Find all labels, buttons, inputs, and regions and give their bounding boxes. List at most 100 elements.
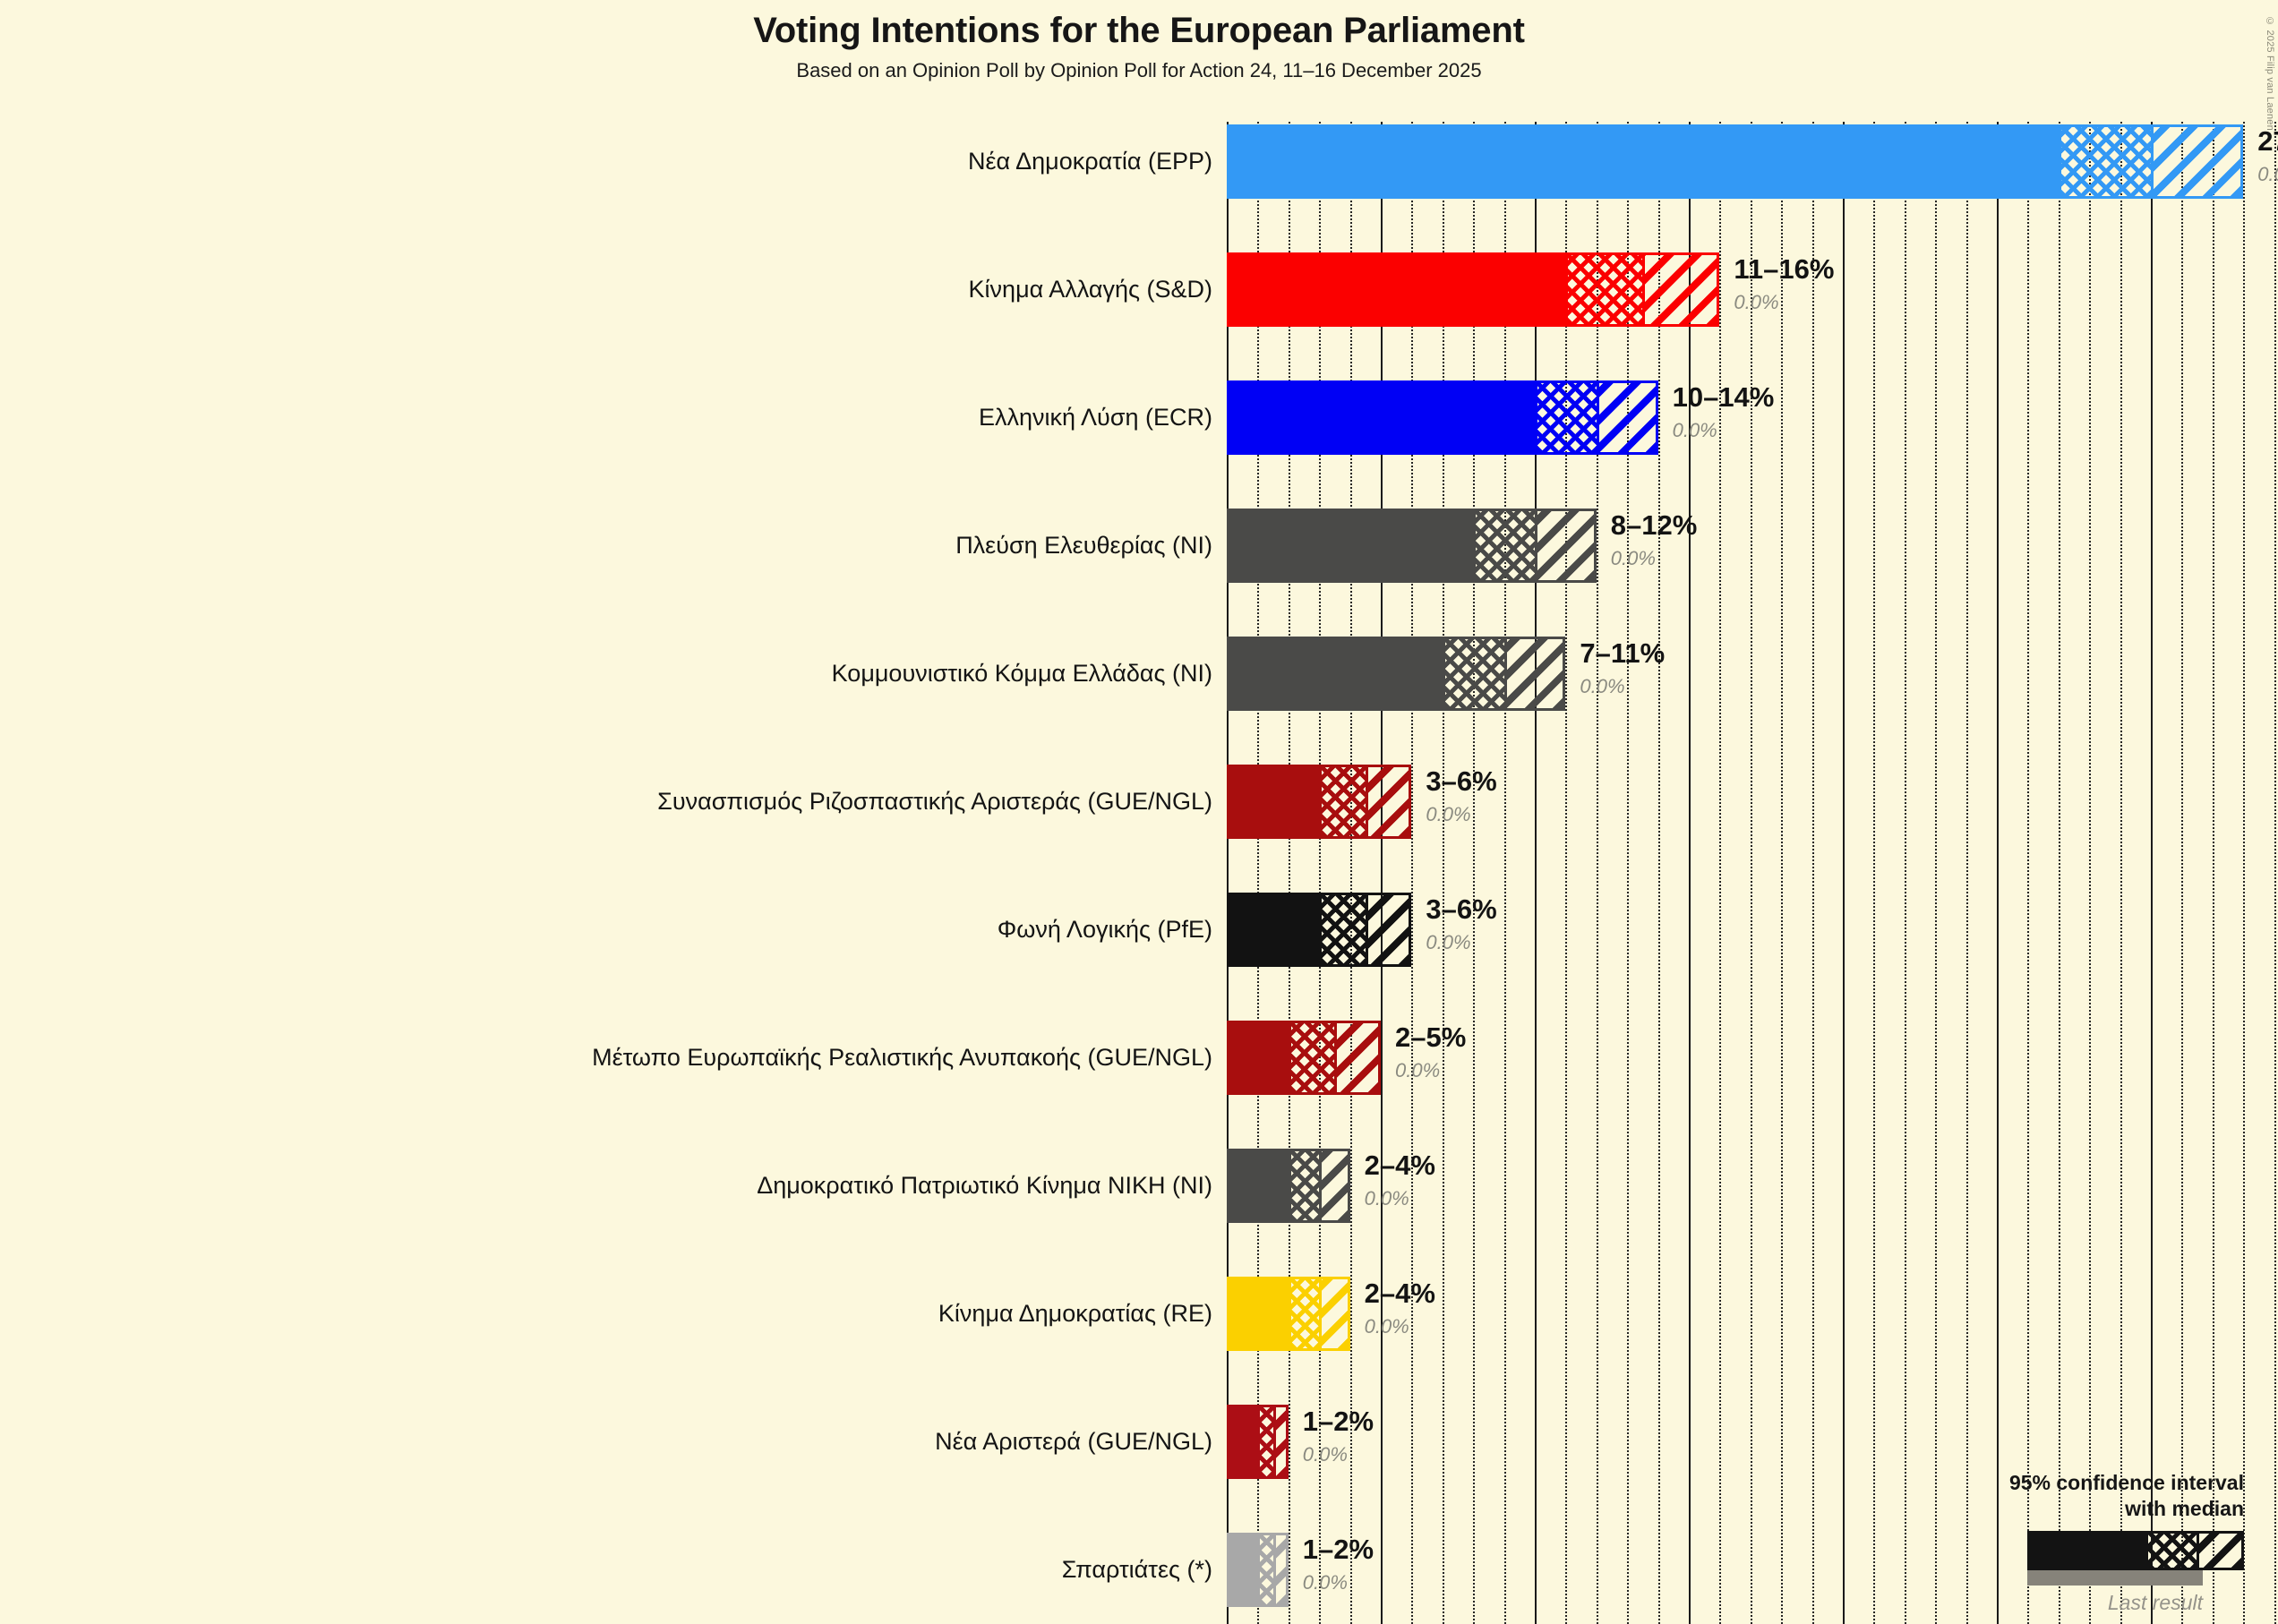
- value-label-group: 1–2% 0.0%: [1303, 1402, 1374, 1468]
- bar-segment-solid: [1229, 127, 2061, 196]
- bar-segment-crosshatch: [1568, 255, 1646, 324]
- chart-subtitle: Based on an Opinion Poll by Opinion Poll…: [796, 58, 1482, 81]
- gridline-minor-33: [2243, 122, 2246, 1624]
- gridline-minor-22: [1904, 122, 1906, 1624]
- last-result-value: 0.0%: [1426, 803, 1471, 825]
- legend-interval-bar: [2027, 1531, 2244, 1570]
- gridline-minor-27: [2058, 122, 2060, 1624]
- value-range: 2–4%: [1364, 1278, 1435, 1309]
- bar-segment-diagonal: [1537, 511, 1594, 580]
- bar-segment-crosshatch: [1290, 1151, 1323, 1220]
- confidence-interval-bar: [1227, 1021, 1381, 1095]
- value-label-group: 8–12% 0.0%: [1611, 506, 1698, 572]
- party-label: Μέτωπο Ευρωπαϊκής Ρεαλιστικής Ανυπακοής …: [592, 1044, 1212, 1071]
- confidence-interval-bar: [1227, 893, 1412, 967]
- legend-segment-diagonal: [2198, 1534, 2241, 1568]
- bar-segment-solid: [1229, 767, 1323, 836]
- bar-segment-solid: [1229, 1407, 1261, 1476]
- gridline-minor-2: [1288, 122, 1290, 1624]
- value-range: 27–33%: [2257, 125, 2278, 157]
- gridline-minor-11: [1565, 122, 1568, 1624]
- last-result-value: 0.0%: [1364, 1187, 1409, 1209]
- bar-row: Συνασπισμός Ριζοσπαστικής Αριστεράς (GUE…: [0, 765, 2278, 839]
- value-label-group: 7–11% 0.0%: [1580, 634, 1665, 700]
- value-label-group: 3–6% 0.0%: [1426, 890, 1496, 956]
- party-label: Κομμουνιστικό Κόμμα Ελλάδας (NI): [831, 660, 1212, 687]
- page-title: Voting Intentions for the European Parli…: [753, 11, 1525, 50]
- gridline-minor-9: [1503, 122, 1506, 1624]
- confidence-interval-bar: [1227, 637, 1566, 711]
- legend-last-result-label: Last result: [2107, 1591, 2203, 1614]
- last-result-value: 0.0%: [1734, 291, 1779, 313]
- bar-segment-solid: [1229, 1535, 1261, 1604]
- bar-segment-diagonal: [1645, 255, 1717, 324]
- legend-segment-crosshatch: [2148, 1534, 2199, 1568]
- value-label-group: 1–2% 0.0%: [1303, 1530, 1374, 1596]
- confidence-interval-bar: [1227, 509, 1597, 583]
- bar-row: Πλεύση Ελευθερίας (NI) 8–12% 0.0%: [0, 509, 2278, 583]
- gridline-minor-34: [2274, 122, 2276, 1624]
- gridline-major-15: [1689, 122, 1691, 1624]
- party-label: Κίνημα Αλλαγής (S&D): [968, 276, 1212, 303]
- last-result-value: 0.0%: [1426, 931, 1471, 953]
- bar-segment-solid: [1229, 511, 1477, 580]
- gridline-minor-32: [2212, 122, 2214, 1624]
- bar-segment-solid: [1229, 255, 1569, 324]
- legend-title: 95% confidence interval with median: [1859, 1470, 2244, 1522]
- confidence-interval-bar: [1227, 1149, 1350, 1223]
- bar-segment-diagonal: [1506, 639, 1563, 708]
- value-range: 7–11%: [1580, 637, 1666, 669]
- confidence-interval-bar: [1227, 252, 1720, 327]
- bar-segment-diagonal: [1367, 767, 1409, 836]
- bar-segment-crosshatch: [1290, 1279, 1323, 1348]
- bar-row: Κίνημα Αλλαγής (S&D) 11–16% 0.0%: [0, 252, 2278, 327]
- bar-segment-crosshatch: [1260, 1535, 1276, 1604]
- gridline-minor-1: [1257, 122, 1260, 1624]
- gridline-major-0: [1227, 122, 1229, 1624]
- bar-row: Μέτωπο Ευρωπαϊκής Ρεαλιστικής Ανυπακοής …: [0, 1021, 2278, 1095]
- party-label: Συνασπισμός Ριζοσπαστικής Αριστεράς (GUE…: [657, 788, 1212, 815]
- legend-title-line-1: 95% confidence interval: [2008, 1471, 2244, 1495]
- value-label-group: 11–16% 0.0%: [1734, 250, 1834, 316]
- bar-segment-solid: [1229, 895, 1323, 964]
- party-label: Πλεύση Ελευθερίας (NI): [955, 532, 1212, 559]
- confidence-interval-bar: [1227, 765, 1412, 839]
- gridline-minor-12: [1596, 122, 1598, 1624]
- gridline-minor-31: [2181, 122, 2184, 1624]
- legend-last-result-bar: [2027, 1570, 2203, 1586]
- bar-segment-diagonal: [1322, 1151, 1348, 1220]
- party-label: Κίνημα Δημοκρατίας (RE): [938, 1300, 1212, 1327]
- value-label-group: 27–33% 0.0%: [2257, 122, 2278, 188]
- copyright-notice: © 2025 Filip van Laenen: [2265, 16, 2275, 131]
- party-label: Νέα Αριστερά (GUE/NGL): [935, 1428, 1212, 1455]
- party-label: Νέα Δημοκρατία (EPP): [967, 148, 1212, 175]
- value-range: 11–16%: [1734, 253, 1835, 285]
- gridline-minor-28: [2089, 122, 2092, 1624]
- bar-segment-diagonal: [1275, 1535, 1286, 1604]
- value-label-group: 2–4% 0.0%: [1365, 1146, 1435, 1212]
- bar-row: Φωνή Λογικής (PfE) 3–6% 0.0%: [0, 893, 2278, 967]
- chart-legend: 95% confidence interval with median Last…: [1859, 1470, 2244, 1615]
- bar-segment-diagonal: [1275, 1407, 1286, 1476]
- value-range: 2–4%: [1364, 1150, 1435, 1181]
- last-result-value: 0.0%: [1395, 1059, 1441, 1081]
- gridline-minor-18: [1781, 122, 1784, 1624]
- value-range: 1–2%: [1302, 1534, 1375, 1565]
- value-range: 10–14%: [1672, 381, 1775, 413]
- gridline-minor-8: [1473, 122, 1476, 1624]
- last-result-value: 0.0%: [1610, 547, 1656, 569]
- bar-segment-diagonal: [1337, 1023, 1378, 1092]
- value-range: 3–6%: [1426, 765, 1497, 797]
- gridline-minor-4: [1349, 122, 1352, 1624]
- last-result-value: 0.0%: [1364, 1315, 1409, 1338]
- gridline-major-10: [1535, 122, 1537, 1624]
- gridline-minor-3: [1319, 122, 1322, 1624]
- gridline-minor-13: [1627, 122, 1630, 1624]
- bar-segment-crosshatch: [2060, 127, 2154, 196]
- value-label-group: 10–14% 0.0%: [1673, 378, 1775, 444]
- value-label-group: 2–5% 0.0%: [1395, 1018, 1466, 1084]
- gridline-minor-6: [1411, 122, 1414, 1624]
- chart-header: Voting Intentions for the European Parli…: [0, 11, 2278, 82]
- bar-row: Δημοκρατικό Πατριωτικό Κίνημα ΝΙΚΗ (NI) 2…: [0, 1149, 2278, 1223]
- gridline-minor-24: [1965, 122, 1968, 1624]
